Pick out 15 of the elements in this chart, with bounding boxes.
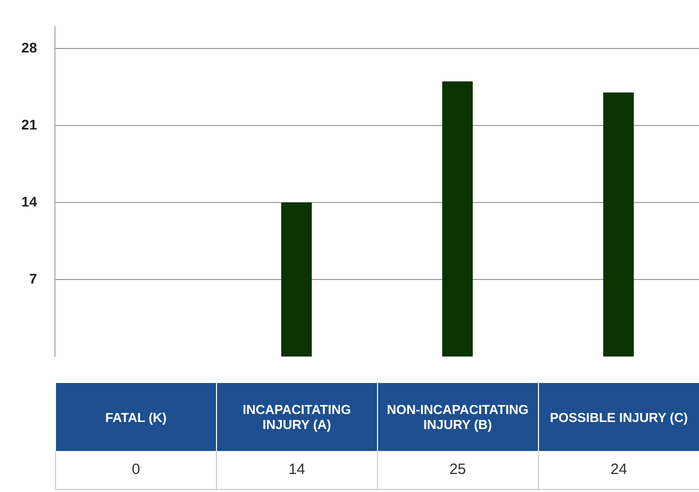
y-tick-label: 28 — [21, 39, 38, 56]
data-label: 25 — [377, 451, 538, 489]
y-tick-label: 14 — [21, 193, 38, 210]
y-tick-label: 7 — [29, 270, 38, 286]
x-tick-label: POSSIBLE INJURY (C) — [538, 383, 699, 451]
x-tick-label: INCAPACITATING INJURY (A) — [216, 383, 378, 451]
data-label: 24 — [538, 451, 699, 489]
data-label: 0 — [56, 451, 216, 489]
x-tick-label: NON-INCAPACITATING INJURY (B) — [377, 383, 538, 451]
bar — [442, 81, 473, 357]
bar — [281, 202, 312, 357]
y-tick-label: 21 — [21, 116, 38, 132]
x-tick-label: FATAL (K) — [56, 383, 216, 451]
data-label: 14 — [216, 451, 378, 489]
bar — [603, 92, 634, 357]
